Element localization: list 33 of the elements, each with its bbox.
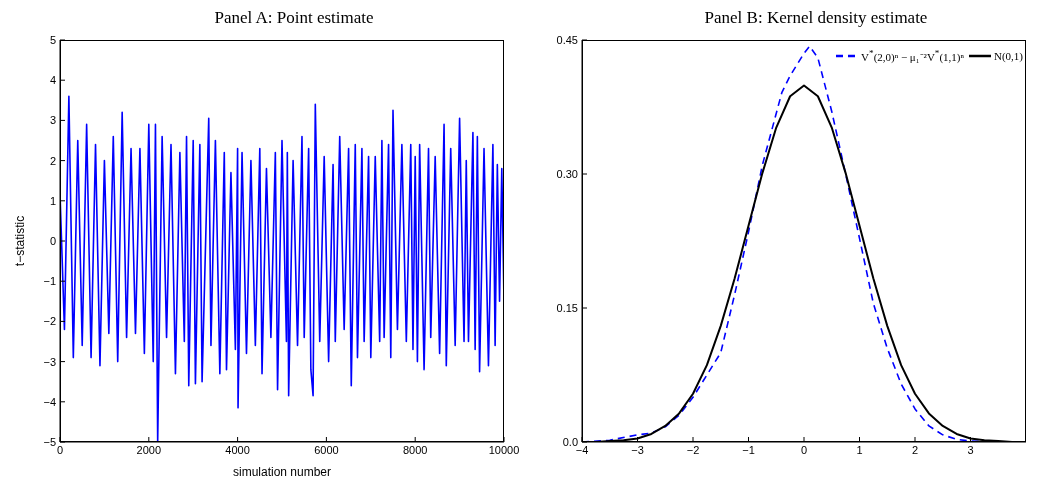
x-axis-title: simulation number	[232, 465, 332, 479]
y-tick-label: −1	[43, 275, 56, 288]
x-tick-label: 2	[911, 443, 919, 456]
x-tick-label: −1	[742, 443, 755, 456]
y-tick-label: 5	[49, 33, 56, 46]
y-axis-title: t−statistic	[13, 215, 28, 267]
y-tick-label: 1	[49, 194, 56, 207]
y-tick-label: −2	[43, 315, 56, 328]
y-tick-label: 0.45	[556, 33, 578, 46]
y-tick-label: 0.30	[556, 167, 578, 180]
chart-title: Panel A: Point estimate	[213, 8, 375, 29]
legend-label: N(0,1)	[993, 49, 1023, 62]
x-tick-label: 0	[800, 443, 808, 456]
x-tick-label: −2	[686, 443, 700, 456]
x-tick-label: 2000	[136, 443, 162, 456]
y-tick-label: 4	[49, 74, 56, 87]
y-tick-label: 0	[49, 234, 56, 247]
x-tick-label: 10000	[488, 443, 520, 456]
y-tick-label: 3	[49, 114, 56, 127]
y-tick-label: −3	[43, 355, 56, 368]
legend-label: V$^{*}$(2,0)ⁿ − μ₁⁻²V$^{*}$(1,1)ⁿ	[861, 48, 964, 64]
y-tick-label: −4	[43, 395, 56, 408]
y-tick-label: 0.0	[562, 435, 578, 448]
x-tick-label: 4000	[225, 443, 250, 456]
y-tick-label: 0.15	[556, 301, 578, 314]
y-tick-label: 2	[49, 154, 56, 167]
x-tick-label: 8000	[402, 443, 428, 456]
x-tick-label: 1	[856, 443, 863, 456]
x-tick-label: −3	[631, 443, 644, 456]
x-tick-label: 6000	[314, 443, 339, 456]
chart-title: Panel B: Kernel density estimate	[703, 8, 929, 29]
x-tick-label: 3	[967, 443, 974, 456]
y-tick-label: −5	[43, 435, 56, 448]
